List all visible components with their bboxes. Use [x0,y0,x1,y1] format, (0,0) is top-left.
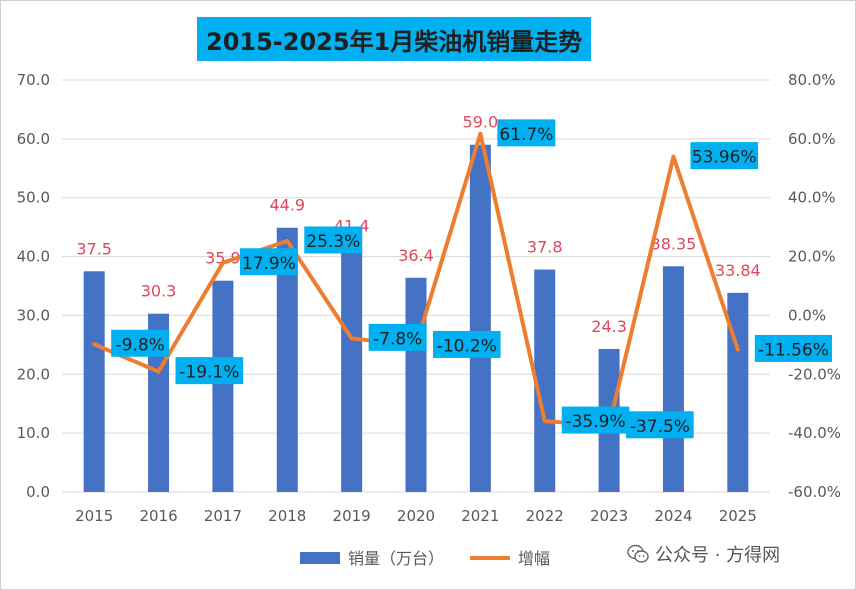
line-value-label: 25.3% [306,232,360,252]
line-point [220,260,225,265]
watermark: 公众号 · 方得网 [627,541,780,567]
line-value-label: -35.9% [565,412,625,432]
line-label-box [111,329,170,357]
line-label-box [754,334,833,362]
line-value-label: 61.7% [499,125,553,145]
bar [212,280,234,492]
bar-value-label: 44.9 [269,196,305,215]
y-left-tick-label: 40.0 [17,248,50,266]
legend-bar-swatch [300,552,340,564]
x-tick-label: 2021 [461,507,499,525]
line-point [478,131,483,136]
line-label-box [239,248,298,276]
x-tick-label: 2020 [397,507,435,525]
x-tick-label: 2024 [654,507,692,525]
bar [341,248,363,492]
bar [148,313,170,492]
line-label-box [433,330,501,358]
y-left-tick-label: 0.0 [26,483,50,501]
y-left-tick-label: 70.0 [17,71,50,89]
bar [276,227,298,492]
bar-value-label: 33.84 [715,261,761,280]
x-tick-label: 2023 [590,507,628,525]
line-label-box [175,357,244,385]
y-right-tick-label: 20.0% [788,248,836,266]
line-value-label: 53.96% [692,148,757,168]
bar-value-label: 38.35 [651,234,697,253]
line-value-label: -9.8% [116,335,165,355]
line-label-box [561,406,630,434]
line-value-label: -7.8% [373,329,422,349]
x-tick-label: 2017 [204,507,242,525]
bar-value-label: 37.8 [527,238,563,257]
x-tick-label: 2018 [268,507,306,525]
bar [662,266,684,492]
line-point [156,369,161,374]
x-tick-label: 2022 [526,507,564,525]
bar-value-label: 36.4 [398,246,434,265]
y-right-tick-label: 60.0% [788,130,836,148]
line-value-label: -10.2% [437,336,497,356]
line-point [735,347,740,352]
line-label-box [626,411,694,439]
watermark-text: 公众号 · 方得网 [655,545,781,566]
y-left-tick-label: 50.0 [17,189,50,207]
line-point [671,154,676,159]
y-right-tick-label: 0.0% [788,306,826,324]
chart-title: 2015-2025年1月柴油机销量走势 [197,17,592,61]
line-value-label: -11.56% [758,340,829,360]
x-tick-label: 2016 [139,507,177,525]
line-label-box [304,226,363,254]
line-value-label: -37.5% [630,417,690,437]
legend-line-label: 增幅 [518,549,550,568]
bar [405,277,427,492]
line-point [542,419,547,424]
bar-value-label: 30.3 [141,282,177,301]
bar [727,292,749,492]
bar-value-label: 59.0 [463,113,499,132]
line-label-box [497,119,556,147]
y-left-tick-label: 30.0 [17,306,50,324]
y-right-tick-label: -60.0% [788,483,841,501]
x-tick-label: 2019 [333,507,371,525]
line-label-box [368,323,427,351]
y-left-tick-label: 10.0 [17,424,50,442]
bar-value-label: 37.5 [76,239,112,258]
x-tick-label: 2025 [719,507,757,525]
wechat-icon [627,544,649,563]
bar [534,269,556,492]
x-tick-label: 2015 [75,507,113,525]
line-value-label: -19.1% [179,363,239,383]
line-label-box [690,142,759,170]
y-left-tick-label: 20.0 [17,365,50,383]
bar [83,271,105,492]
bar-value-label: 35.9 [205,249,241,268]
line-point [285,238,290,243]
y-right-tick-label: -20.0% [788,365,841,383]
y-right-tick-label: 40.0% [788,189,836,207]
y-left-tick-label: 60.0 [17,130,50,148]
line-point [92,342,97,347]
y-right-tick-label: 80.0% [788,71,836,89]
bar [469,144,491,492]
bar-value-label: 24.3 [591,317,627,336]
line-value-label: 17.9% [242,254,296,274]
legend-bar-label: 销量（万台） [348,549,444,568]
y-right-tick-label: -40.0% [788,424,841,442]
line-point [349,336,354,341]
